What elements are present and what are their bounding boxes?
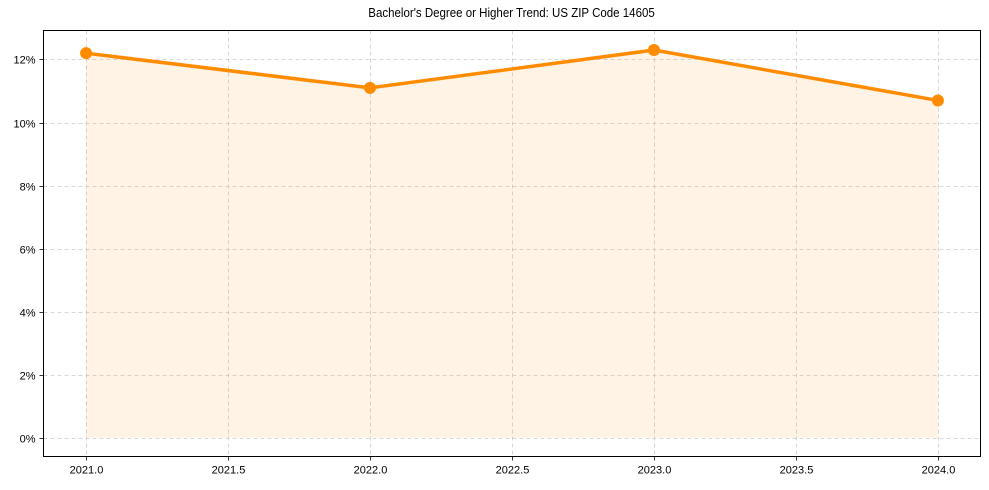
chart-title: Bachelor's Degree or Higher Trend: US ZI… — [368, 6, 655, 20]
x-tick-label: 2022.0 — [354, 465, 388, 477]
y-tick-label: 6% — [20, 245, 36, 257]
y-tick-label: 8% — [20, 182, 36, 194]
data-point-marker — [647, 44, 660, 57]
x-tick-label: 2023.0 — [638, 465, 672, 477]
data-point-marker — [80, 47, 93, 60]
axes-frame — [43, 30, 981, 457]
series-line — [85, 48, 939, 103]
area-fill-path — [86, 50, 938, 438]
x-tick-label: 2023.5 — [780, 465, 814, 477]
data-point-marker — [931, 94, 944, 107]
area-fill — [86, 50, 938, 438]
data-line — [85, 48, 939, 103]
x-tick-label: 2022.5 — [496, 465, 530, 477]
y-tick-label: 10% — [13, 119, 35, 131]
y-axis-ticks: 0% 2% 4% 6% 8% 10% 12% — [13, 55, 44, 446]
y-tick-label: 2% — [20, 371, 36, 383]
y-tick-label: 12% — [13, 55, 35, 67]
y-tick-label: 0% — [20, 434, 36, 446]
grid-lines — [43, 30, 981, 457]
x-tick-label: 2021.0 — [70, 465, 104, 477]
y-tick-label: 4% — [20, 308, 36, 320]
data-markers — [80, 44, 944, 107]
data-point-marker — [364, 81, 377, 94]
x-tick-label: 2024.0 — [922, 465, 956, 477]
x-tick-label: 2021.5 — [212, 465, 246, 477]
x-axis-ticks: 2021.0 2021.5 2022.0 2022.5 2023.0 2023.5 2024… — [70, 456, 956, 477]
